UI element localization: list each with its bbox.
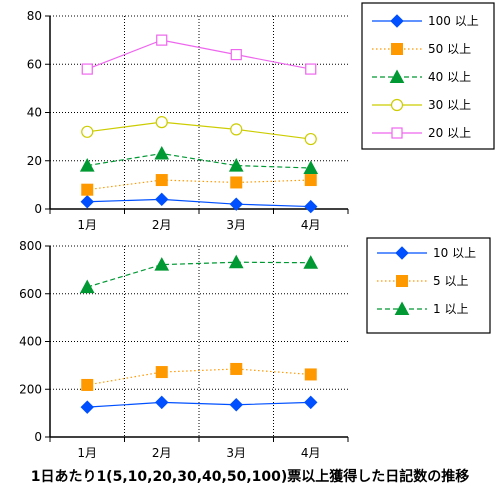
legend-label: 10 以上: [433, 246, 476, 260]
x-tick-label: 4月: [301, 446, 321, 460]
data-point: [155, 116, 168, 129]
series-line: [87, 368, 311, 386]
data-point: [155, 192, 169, 207]
legend-box: [366, 237, 491, 334]
y-tick-label: 60: [27, 57, 42, 71]
chart-panel-1: 0 20 40 60 80 1月 2月 3月 4月 100 以上 50 以上 40 以上 30 以上 20…: [27, 2, 495, 232]
legend-marker: [396, 275, 408, 287]
series-line: [87, 198, 311, 208]
data-point: [230, 123, 243, 136]
data-point: [156, 34, 168, 46]
y-tick-label: 600: [19, 287, 42, 301]
legend-label: 5 以上: [433, 274, 468, 288]
data-point: [303, 160, 319, 174]
data-point: [229, 197, 243, 211]
data-point: [304, 174, 317, 187]
legend-label: 50 以上: [428, 42, 471, 56]
series-line: [87, 179, 311, 191]
legend-label: 20 以上: [428, 126, 471, 140]
data-point: [81, 125, 94, 138]
legend-label: 100 以上: [428, 14, 479, 28]
data-point: [304, 199, 318, 214]
legend-marker: [390, 98, 404, 112]
chart-panel-2: 0 200 400 600 800 1月 2月 3月 4月 10 以上 5 以上 1 以上: [19, 237, 491, 460]
series-line: [87, 39, 311, 70]
data-point: [80, 400, 94, 414]
y-tick-label: 0: [34, 202, 42, 216]
legend-marker: [389, 69, 405, 83]
data-point: [229, 398, 243, 412]
x-tick-label: 2月: [152, 218, 172, 232]
x-tick-label: 1月: [77, 218, 97, 232]
data-point: [304, 132, 317, 146]
data-point: [81, 63, 93, 75]
y-tick-label: 800: [19, 239, 42, 253]
data-point: [230, 362, 243, 375]
data-point: [80, 195, 94, 209]
data-point: [230, 48, 242, 61]
y-tick-label: 400: [19, 335, 42, 349]
data-point: [154, 145, 170, 160]
data-point: [155, 174, 168, 187]
legend-marker: [391, 43, 403, 55]
data-point: [305, 63, 317, 75]
legend-label: 30 以上: [428, 98, 471, 112]
data-point: [230, 176, 243, 189]
legend-box: [361, 2, 495, 150]
data-point: [79, 279, 95, 294]
data-point: [79, 158, 95, 172]
legend-marker: [391, 127, 403, 139]
series-line: [87, 152, 311, 169]
y-tick-label: 80: [27, 9, 42, 23]
x-tick-label: 3月: [226, 218, 246, 232]
data-point: [81, 378, 94, 391]
y-tick-label: 20: [27, 154, 42, 168]
x-tick-label: 4月: [301, 218, 321, 232]
data-point: [304, 395, 318, 410]
legend-marker: [395, 246, 409, 260]
data-point: [154, 257, 170, 271]
x-tick-label: 1月: [77, 446, 97, 460]
legend-marker: [390, 14, 404, 28]
data-point: [303, 255, 319, 269]
y-tick-label: 40: [27, 106, 42, 120]
data-point: [228, 254, 244, 269]
series-line: [87, 121, 311, 140]
series-line: [87, 401, 311, 408]
y-tick-label: 0: [34, 430, 42, 444]
y-tick-label: 200: [19, 382, 42, 396]
x-tick-label: 2月: [152, 446, 172, 460]
chart-caption: 1日あたり1(5,10,20,30,40,50,100)票以上獲得した日記数の推…: [30, 469, 470, 485]
data-point: [228, 158, 244, 172]
data-point: [81, 183, 94, 196]
legend-label: 1 以上: [433, 302, 468, 316]
x-tick-label: 3月: [226, 446, 246, 460]
series-line: [87, 261, 311, 288]
legend-label: 40 以上: [428, 70, 471, 84]
data-point: [155, 395, 169, 410]
data-point: [304, 368, 317, 381]
data-point: [155, 366, 168, 379]
legend-marker: [394, 301, 410, 315]
